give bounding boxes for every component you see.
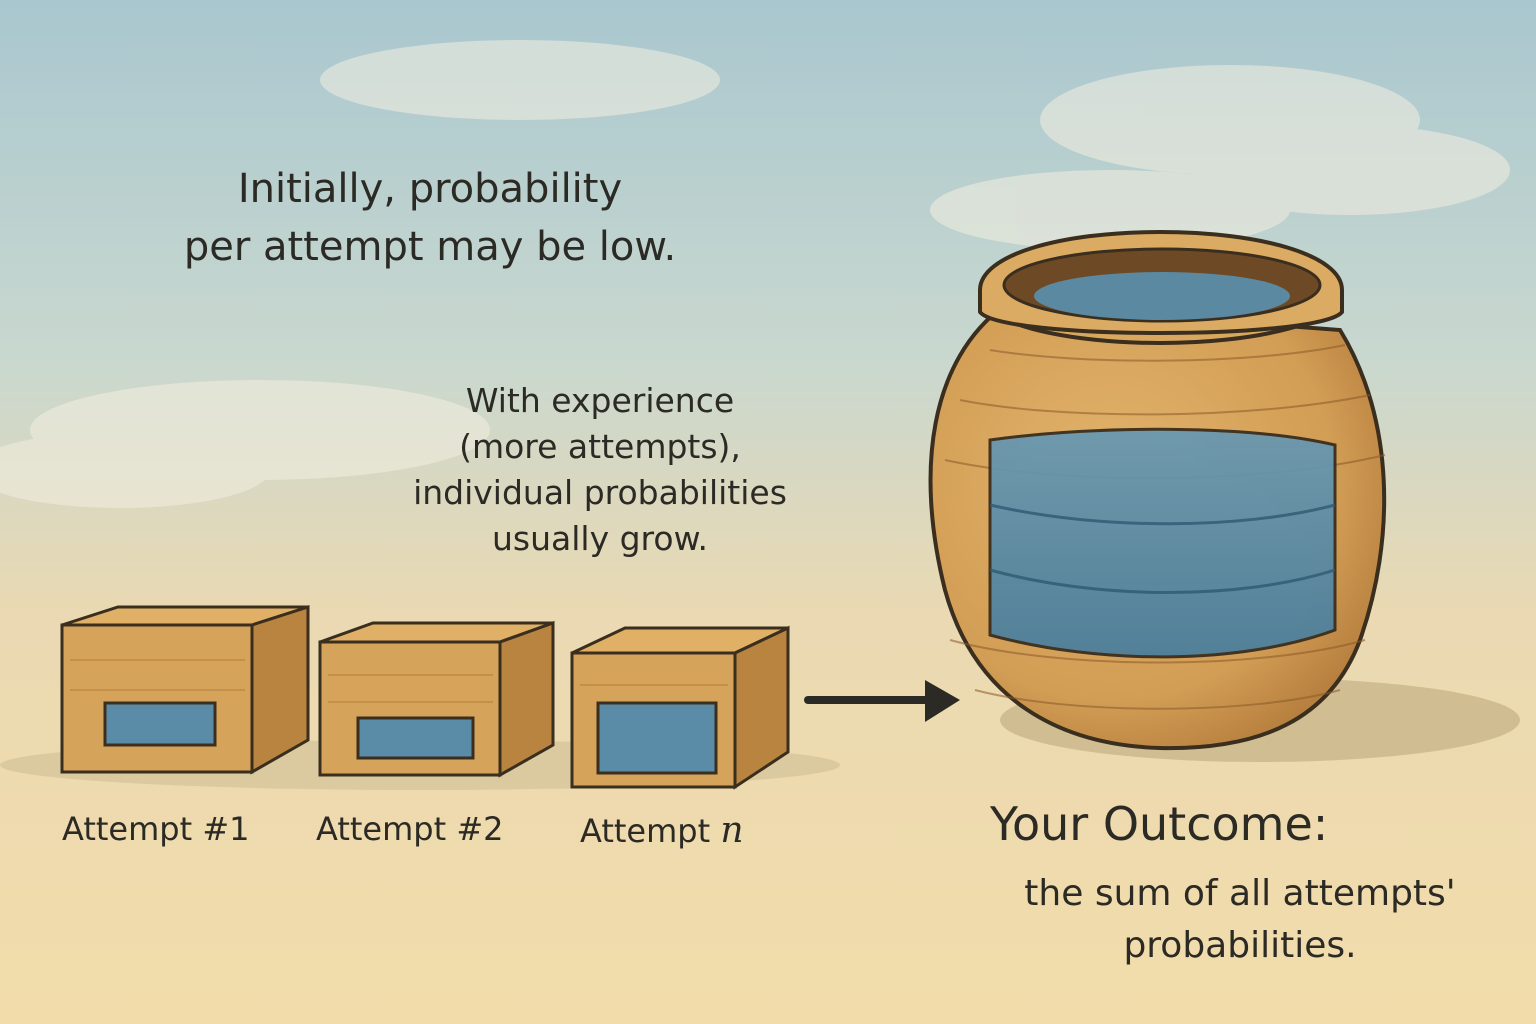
wooden-crate-icon xyxy=(60,604,310,775)
outcome-description: the sum of all attempts' probabilities. xyxy=(980,868,1500,972)
attempt-label-n-prefix: Attempt xyxy=(580,812,721,850)
experience-text: With experience (more attempts), individ… xyxy=(370,378,830,562)
outcome-line-1: the sum of all attempts' xyxy=(1024,873,1456,914)
clay-pot-icon xyxy=(928,229,1387,751)
outcome-line-2: probabilities. xyxy=(1123,925,1357,966)
wooden-crate-icon xyxy=(570,625,790,790)
intro-line-1: Initially, probability xyxy=(237,166,623,212)
right-arrow-icon xyxy=(804,680,960,722)
outcome-title: Your Outcome: xyxy=(990,797,1329,851)
intro-line-2: per attempt may be low. xyxy=(183,224,677,270)
attempt-label-n-variable: n xyxy=(720,810,744,851)
clouds xyxy=(0,40,1510,508)
attempt-label-n: Attempt n xyxy=(580,810,744,851)
wooden-crate-icon xyxy=(318,620,555,778)
attempt-label-2: Attempt #2 xyxy=(316,810,504,848)
experience-line-2: (more attempts), xyxy=(459,427,741,466)
experience-line-3: individual probabilities xyxy=(413,473,787,512)
intro-text: Initially, probability per attempt may b… xyxy=(150,160,710,276)
experience-line-4: usually grow. xyxy=(491,519,709,558)
experience-line-1: With experience xyxy=(465,381,735,420)
attempt-label-1: Attempt #1 xyxy=(62,810,250,848)
